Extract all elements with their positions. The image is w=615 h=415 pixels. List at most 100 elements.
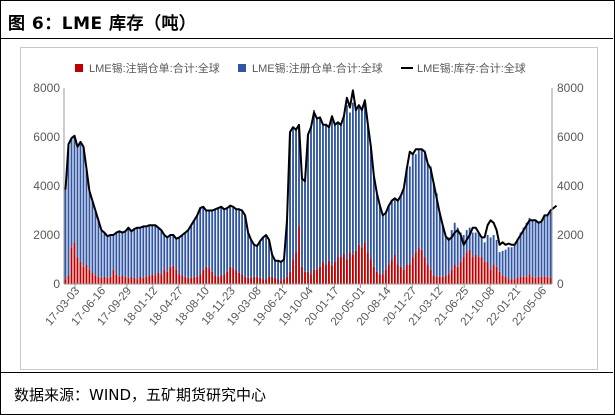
- line-series-group: [64, 89, 558, 263]
- bar-registered: [328, 127, 330, 261]
- bar-registered: [408, 166, 411, 265]
- bar-registered: [190, 225, 193, 278]
- bar-cancelled: [151, 274, 154, 284]
- bar-registered: [97, 220, 100, 277]
- bar-cancelled: [525, 276, 528, 284]
- bar-registered: [456, 227, 459, 267]
- bar-registered: [459, 232, 462, 262]
- bar-registered: [504, 249, 507, 277]
- bar-registered: [301, 178, 303, 267]
- bar-registered: [384, 212, 387, 270]
- bar-registered: [250, 239, 253, 278]
- bar-cancelled: [154, 275, 157, 284]
- bar-registered: [199, 208, 202, 275]
- bar-cancelled: [334, 261, 336, 284]
- bar-cancelled: [531, 276, 534, 284]
- bar-cancelled: [304, 271, 306, 284]
- bar-registered: [82, 146, 85, 267]
- bar-registered: [208, 210, 211, 269]
- bar-cancelled: [498, 271, 501, 284]
- bar-cancelled: [214, 275, 217, 284]
- bar-cancelled: [217, 276, 220, 284]
- bar-cancelled: [480, 257, 483, 284]
- bar-registered: [127, 227, 130, 278]
- bar-registered: [360, 110, 363, 248]
- bar-registered: [363, 100, 366, 243]
- bar-cancelled: [67, 275, 70, 284]
- bar-registered: [543, 215, 546, 277]
- bar-registered: [525, 222, 528, 277]
- bar-registered: [396, 200, 399, 265]
- bar-cancelled: [384, 269, 387, 284]
- bar-cancelled: [250, 277, 253, 284]
- bar-cancelled: [205, 266, 208, 284]
- bar-registered: [501, 250, 504, 276]
- bar-registered: [537, 222, 540, 277]
- bar-cancelled: [537, 276, 540, 284]
- bar-registered: [528, 217, 531, 275]
- bar-registered: [378, 205, 381, 275]
- bar-registered: [462, 235, 465, 258]
- bar-registered: [247, 232, 250, 278]
- bar-registered: [322, 124, 324, 262]
- bar-cancelled: [292, 259, 294, 284]
- bar-cancelled: [444, 275, 447, 284]
- bar-cancelled: [193, 276, 196, 284]
- bar-registered: [109, 235, 112, 277]
- bar-cancelled: [190, 277, 193, 284]
- bar-registered: [534, 221, 537, 278]
- bar-registered: [214, 209, 217, 276]
- bar-cancelled: [181, 275, 184, 284]
- bar-registered: [103, 232, 106, 277]
- bar-registered: [148, 225, 151, 276]
- bar-registered: [274, 259, 276, 278]
- bar-cancelled: [64, 279, 67, 284]
- bar-cancelled: [202, 269, 205, 284]
- bar-registered: [85, 168, 88, 265]
- bar-registered: [375, 193, 378, 272]
- bar-cancelled: [241, 274, 244, 284]
- bar-cancelled: [501, 275, 504, 284]
- bar-cancelled: [307, 271, 309, 284]
- bar-registered: [241, 210, 244, 275]
- bar-registered: [64, 189, 67, 280]
- bar-registered: [280, 261, 282, 281]
- bar-cancelled: [148, 275, 151, 284]
- bar-registered: [268, 239, 271, 277]
- bar-cancelled: [142, 277, 145, 284]
- bar-registered: [313, 110, 315, 270]
- bar-registered: [211, 210, 214, 272]
- bar-cancelled: [244, 276, 247, 284]
- bar-registered: [507, 247, 510, 280]
- bar-cancelled: [82, 266, 85, 284]
- bar-registered: [76, 146, 79, 258]
- bar-cancelled: [211, 271, 214, 284]
- bar-cancelled: [369, 259, 372, 284]
- bar-cancelled: [136, 279, 139, 284]
- bar-registered: [157, 227, 160, 273]
- bar-cancelled: [301, 266, 303, 284]
- bar-cancelled: [492, 264, 495, 284]
- bar-registered: [390, 200, 393, 260]
- bar-registered: [184, 232, 187, 277]
- bar-cancelled: [298, 226, 300, 284]
- bar-cancelled: [79, 261, 82, 284]
- bar-cancelled: [507, 279, 510, 284]
- bar-cancelled: [366, 252, 369, 284]
- bar-cancelled: [103, 276, 106, 284]
- bar-registered: [292, 127, 294, 260]
- bar-cancelled: [543, 276, 546, 284]
- bar-registered: [325, 124, 327, 265]
- bar-registered: [277, 260, 279, 280]
- bar-registered: [193, 220, 196, 277]
- bar-registered: [289, 132, 291, 272]
- bar-cancelled: [453, 264, 456, 284]
- stock-line: [64, 89, 558, 263]
- bar-registered: [345, 105, 348, 260]
- bar-registered: [432, 182, 435, 276]
- bar-cancelled: [184, 276, 187, 284]
- bar-registered: [474, 232, 477, 255]
- bar-cancelled: [360, 247, 363, 284]
- bar-cancelled: [471, 257, 474, 284]
